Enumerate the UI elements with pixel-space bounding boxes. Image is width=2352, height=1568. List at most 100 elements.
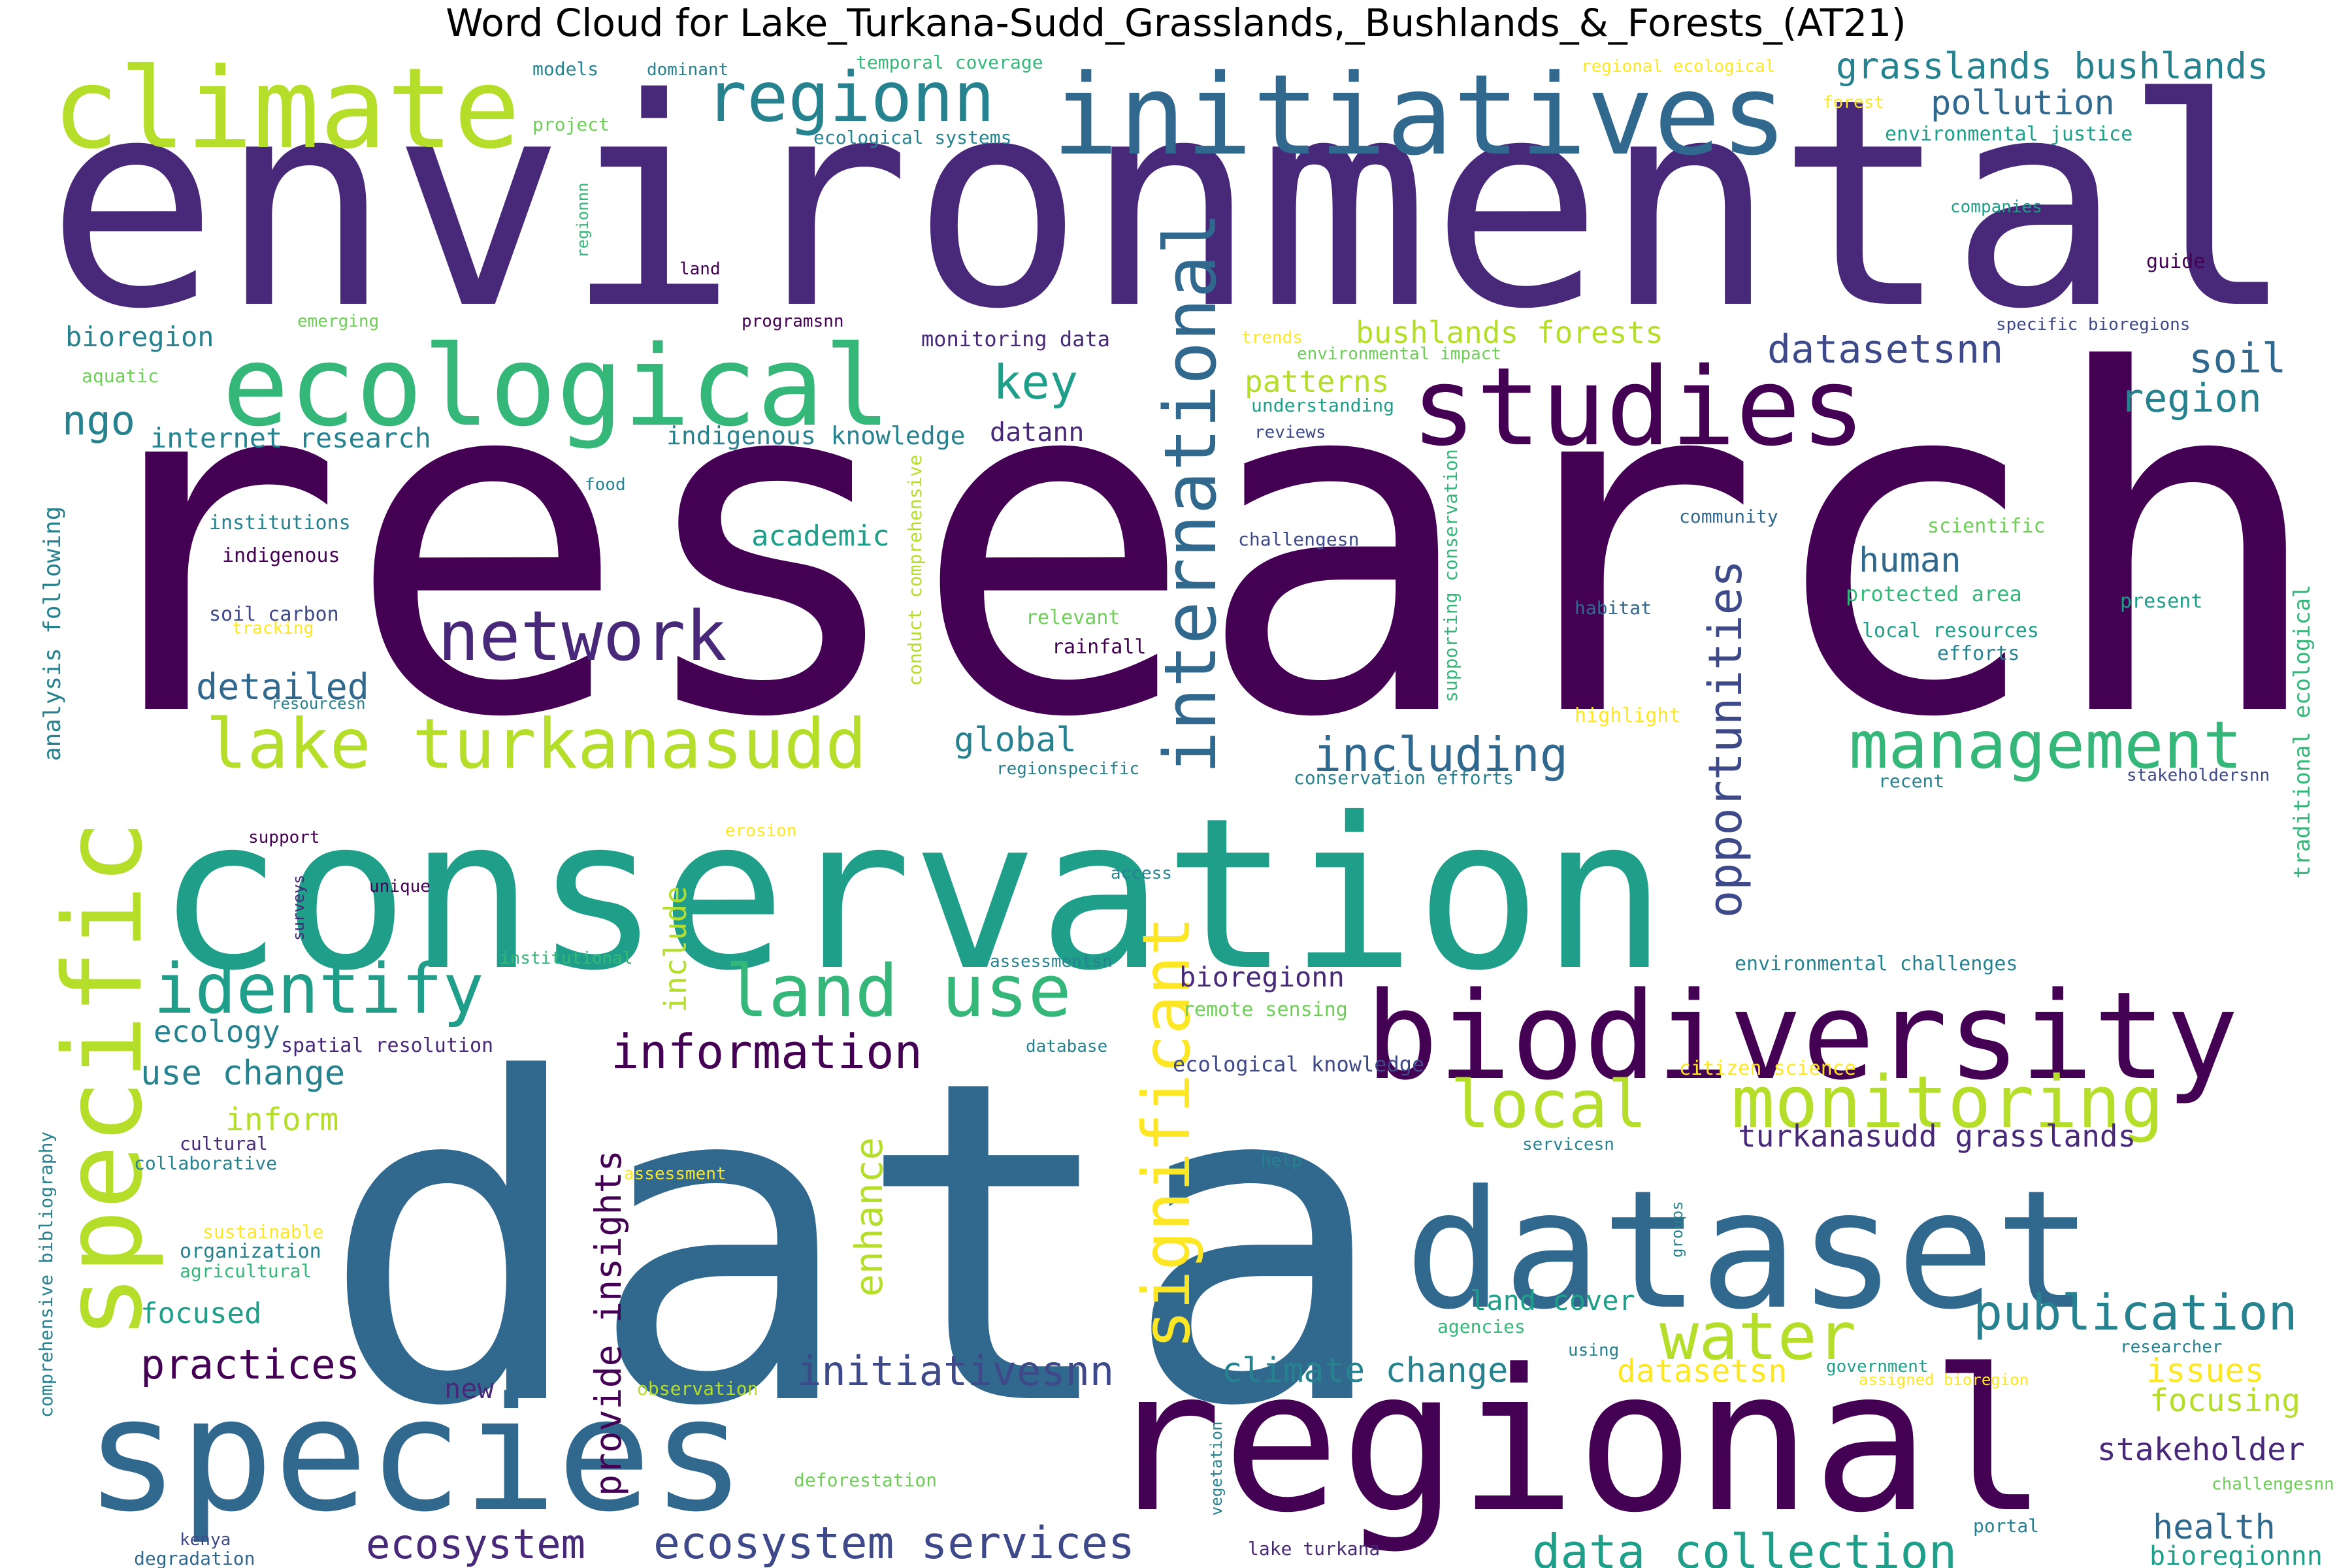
word-access: access bbox=[1111, 864, 1172, 883]
word-data: data bbox=[320, 987, 1390, 1503]
word-provide-insights: provide insights bbox=[587, 1150, 629, 1496]
word-understanding: understanding bbox=[1251, 395, 1394, 416]
word-conservation-efforts: conservation efforts bbox=[1294, 767, 1514, 789]
word-bioregionn: bioregionn bbox=[1179, 961, 1345, 993]
word-studies: studies bbox=[1411, 344, 1865, 470]
word-government: government bbox=[1826, 1357, 1929, 1377]
word-ecosystem: ecosystem bbox=[366, 1520, 585, 1568]
word-ecological-knowledge: ecological knowledge bbox=[1173, 1052, 1424, 1077]
word-observation: observation bbox=[637, 1378, 758, 1399]
word-stakeholder: stakeholder bbox=[2097, 1431, 2305, 1468]
word-ecological: ecological bbox=[222, 322, 891, 451]
word-academic: academic bbox=[751, 519, 890, 553]
word-lake-turkanasudd: lake turkanasudd bbox=[206, 704, 866, 784]
word-portal: portal bbox=[1973, 1515, 2039, 1537]
word-inform: inform bbox=[225, 1102, 338, 1138]
word-initiatives: initiatives bbox=[1052, 51, 1788, 180]
word-monitoring: monitoring bbox=[1731, 1060, 2164, 1144]
word-regionspecific: regionspecific bbox=[996, 759, 1139, 779]
word-project: project bbox=[532, 114, 610, 135]
word-detailed: detailed bbox=[196, 666, 369, 708]
word-patterns: patterns bbox=[1245, 364, 1390, 399]
word-resourcesn: resourcesn bbox=[271, 694, 366, 713]
word-health: health bbox=[2153, 1508, 2276, 1547]
word-kenya: kenya bbox=[180, 1530, 231, 1550]
word-temporal-coverage: temporal coverage bbox=[856, 52, 1043, 73]
word-challengesnn: challengesnn bbox=[2212, 1475, 2334, 1494]
word-using: using bbox=[1568, 1341, 1619, 1360]
word-habitat: habitat bbox=[1575, 597, 1652, 619]
word-ecology: ecology bbox=[154, 1014, 280, 1049]
word-reviews: reviews bbox=[1254, 423, 1326, 442]
word-recent: recent bbox=[1878, 770, 1944, 792]
word-assessmentsn: assessmentsn bbox=[990, 952, 1113, 972]
word-food: food bbox=[585, 475, 626, 495]
word-datasetsn: datasetsn bbox=[1617, 1353, 1787, 1390]
word-datasetsnn: datasetsnn bbox=[1767, 327, 2003, 372]
word-erosion: erosion bbox=[725, 821, 797, 841]
word-agricultural: agricultural bbox=[180, 1260, 312, 1282]
word-human: human bbox=[1859, 541, 1961, 580]
word-conduct-comprehensive: conduct comprehensive bbox=[904, 455, 926, 686]
word-lake-turkana: lake turkana bbox=[1248, 1538, 1380, 1560]
word-research: research bbox=[62, 272, 2328, 820]
word-turkanasudd-grasslands: turkanasudd grasslands bbox=[1738, 1119, 2136, 1154]
word-analysis-following: analysis following bbox=[39, 506, 66, 761]
word-trends: trends bbox=[1241, 328, 1303, 348]
word-indigenous-knowledge: indigenous knowledge bbox=[666, 421, 966, 450]
word-community: community bbox=[1679, 506, 1778, 527]
word-aquatic: aquatic bbox=[82, 365, 159, 387]
word-internet-research: internet research bbox=[150, 422, 431, 454]
word-water: water bbox=[1659, 1298, 1856, 1375]
word-opportunities: opportunities bbox=[1699, 560, 1752, 918]
word-help: help bbox=[1261, 1151, 1302, 1171]
word-ngo: ngo bbox=[62, 397, 135, 444]
word-environmental-challenges: environmental challenges bbox=[1735, 953, 2017, 975]
word-support: support bbox=[248, 828, 320, 847]
word-forest: forest bbox=[1823, 93, 1884, 112]
word-soil-carbon: soil carbon bbox=[209, 603, 339, 626]
word-researcher: researcher bbox=[2120, 1337, 2223, 1357]
word-network: network bbox=[438, 596, 727, 676]
word-assigned-bioregion: assigned bioregion bbox=[1859, 1371, 2029, 1389]
word-rainfall: rainfall bbox=[1052, 636, 1147, 659]
word-issues: issues bbox=[2146, 1352, 2264, 1390]
word-publication: publication bbox=[1973, 1284, 2298, 1341]
word-management: management bbox=[1849, 707, 2242, 783]
word-dataset: dataset bbox=[1405, 1155, 2093, 1345]
word-regionnn: regionnn bbox=[574, 182, 592, 258]
word-environmental: environmental bbox=[46, 37, 2296, 372]
word-dominant: dominant bbox=[647, 60, 728, 80]
word-highlight: highlight bbox=[1575, 704, 1681, 727]
word-practices: practices bbox=[140, 1341, 360, 1388]
word-grasslands-bushlands: grasslands bushlands bbox=[1836, 45, 2268, 87]
word-enhance: enhance bbox=[847, 1137, 891, 1297]
word-identify: identify bbox=[154, 949, 484, 1029]
word-groups: groups bbox=[1668, 1201, 1686, 1258]
word-scientific: scientific bbox=[1927, 515, 2046, 538]
word-sustainable: sustainable bbox=[203, 1221, 323, 1243]
word-vegetation: vegetation bbox=[1207, 1422, 1226, 1516]
word-unique: unique bbox=[369, 877, 431, 896]
word-regional-ecological: regional ecological bbox=[1581, 57, 1775, 76]
word-local: local bbox=[1450, 1066, 1647, 1143]
word-agencies: agencies bbox=[1437, 1316, 1526, 1337]
word-data-collection: data collection bbox=[1532, 1524, 1957, 1568]
word-local-resources: local resources bbox=[1862, 619, 2039, 642]
word-programsnn: programsnn bbox=[742, 312, 844, 331]
word-degradation: degradation bbox=[134, 1548, 255, 1568]
word-efforts: efforts bbox=[1937, 642, 2019, 665]
word-cultural: cultural bbox=[180, 1133, 268, 1154]
word-land-use: land use bbox=[725, 949, 1071, 1033]
word-citizen-science: citizen science bbox=[1679, 1057, 1856, 1080]
word-ecosystem-services: ecosystem services bbox=[653, 1518, 1135, 1568]
word-comprehensive-bibliography: comprehensive bibliography bbox=[35, 1132, 57, 1418]
word-datann: datann bbox=[990, 417, 1085, 448]
word-environmental-justice: environmental justice bbox=[1885, 123, 2132, 146]
word-new: new bbox=[444, 1373, 495, 1405]
word-regionn: regionn bbox=[706, 57, 995, 137]
word-database: database bbox=[1026, 1037, 1107, 1056]
word-servicesn: servicesn bbox=[1522, 1135, 1614, 1154]
word-soil: soil bbox=[2189, 335, 2286, 382]
